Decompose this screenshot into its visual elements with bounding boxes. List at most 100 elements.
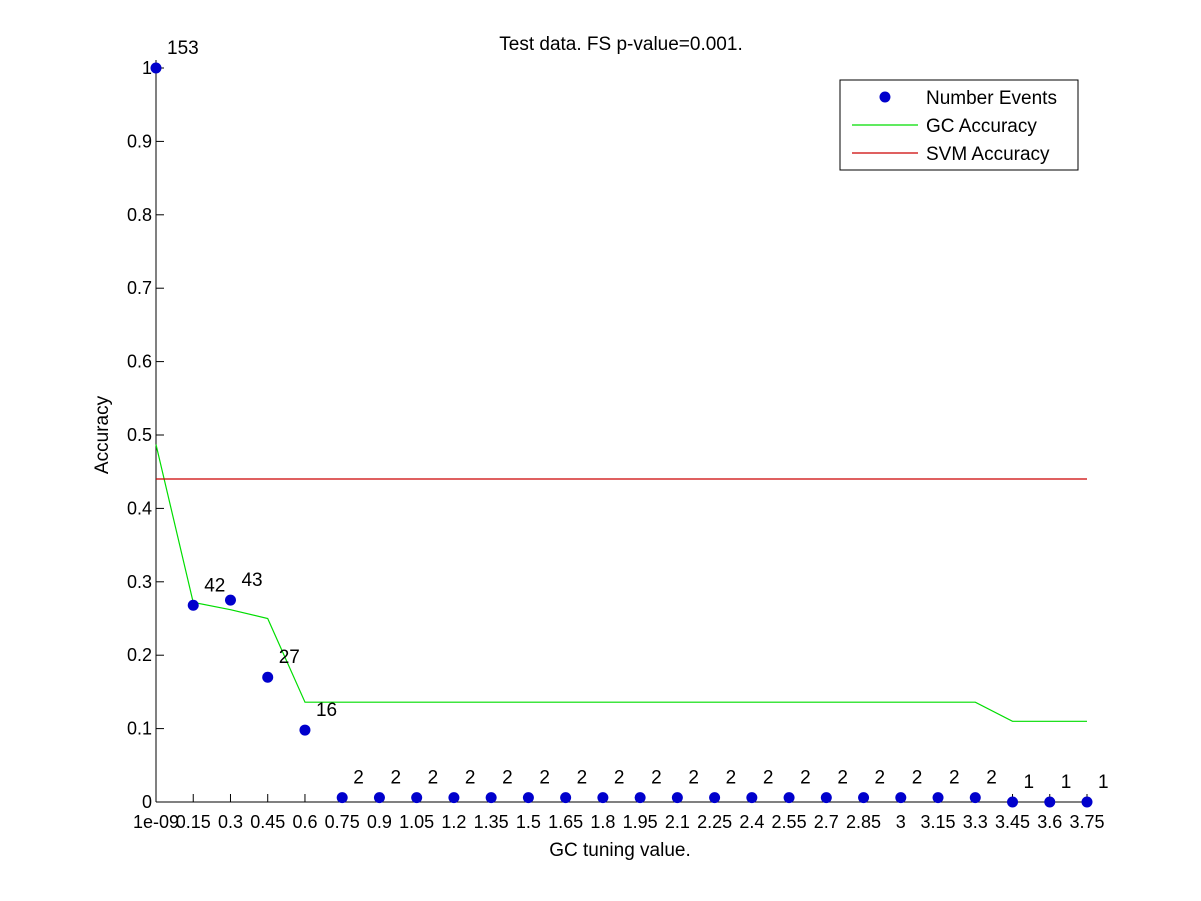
x-tick-label: 3.15 bbox=[921, 812, 956, 832]
data-point bbox=[783, 792, 795, 804]
data-point bbox=[597, 792, 609, 804]
data-point bbox=[560, 792, 572, 804]
y-tick-label: 0.3 bbox=[127, 572, 152, 592]
x-tick-label: 2.4 bbox=[739, 812, 764, 832]
data-label: 2 bbox=[614, 768, 625, 789]
x-tick-label: 1.5 bbox=[516, 812, 541, 832]
x-tick-label: 2.55 bbox=[772, 812, 807, 832]
legend-label-svm-accuracy: SVM Accuracy bbox=[926, 144, 1050, 165]
data-label: 42 bbox=[204, 575, 225, 596]
data-point bbox=[224, 594, 236, 606]
data-point bbox=[485, 792, 497, 804]
x-tick-label: 1.95 bbox=[623, 812, 658, 832]
data-label: 2 bbox=[390, 768, 401, 789]
y-tick-label: 0.2 bbox=[127, 645, 152, 665]
gc-accuracy-line bbox=[155, 444, 1087, 722]
y-tick-label: 0.7 bbox=[127, 278, 152, 298]
x-tick-label: 1.05 bbox=[399, 812, 434, 832]
data-label: 2 bbox=[726, 768, 737, 789]
y-tick-label: 0 bbox=[142, 792, 152, 812]
data-point bbox=[1081, 796, 1093, 808]
x-tick-label: 1.35 bbox=[474, 812, 509, 832]
data-label: 2 bbox=[800, 768, 811, 789]
data-point bbox=[969, 792, 981, 804]
y-tick-label: 0.9 bbox=[127, 131, 152, 151]
data-point bbox=[746, 792, 758, 804]
data-point bbox=[709, 792, 721, 804]
data-point bbox=[634, 792, 646, 804]
data-label: 2 bbox=[651, 768, 662, 789]
data-point bbox=[858, 792, 870, 804]
data-label: 2 bbox=[949, 768, 960, 789]
data-label: 2 bbox=[688, 768, 699, 789]
data-point bbox=[1007, 796, 1019, 808]
data-point bbox=[671, 792, 683, 804]
data-label: 2 bbox=[428, 768, 439, 789]
x-tick-label: 2.1 bbox=[665, 812, 690, 832]
data-label: 2 bbox=[986, 768, 997, 789]
x-tick-label: 0.6 bbox=[292, 812, 317, 832]
data-point bbox=[187, 599, 199, 611]
scatter-points bbox=[150, 62, 1093, 808]
x-tick-label: 3.3 bbox=[963, 812, 988, 832]
x-tick-label: 3.6 bbox=[1037, 812, 1062, 832]
data-point bbox=[932, 792, 944, 804]
data-point bbox=[820, 792, 832, 804]
data-label: 2 bbox=[539, 768, 550, 789]
x-tick-label: 3.45 bbox=[995, 812, 1030, 832]
data-label: 2 bbox=[875, 768, 886, 789]
data-label: 1 bbox=[1024, 772, 1035, 793]
x-tick-label: 0.9 bbox=[367, 812, 392, 832]
x-tick-label: 0.45 bbox=[250, 812, 285, 832]
series-lines bbox=[155, 444, 1087, 722]
data-point bbox=[262, 671, 274, 683]
data-label: 16 bbox=[316, 700, 337, 721]
x-tick-label: 0.3 bbox=[218, 812, 243, 832]
data-point bbox=[336, 792, 348, 804]
legend-label-gc-accuracy: GC Accuracy bbox=[926, 116, 1037, 137]
data-label: 2 bbox=[502, 768, 513, 789]
data-label: 1 bbox=[1061, 772, 1072, 793]
data-label: 2 bbox=[353, 768, 364, 789]
x-tick-label: 2.25 bbox=[697, 812, 732, 832]
data-point bbox=[299, 724, 311, 736]
x-tick-label: 0.75 bbox=[325, 812, 360, 832]
x-tick-label: 2.85 bbox=[846, 812, 881, 832]
x-tick-label: 1.65 bbox=[548, 812, 583, 832]
x-axis: 1e-090.15 0.3 0.45 0.6 0.75 0.9 1.05 1.2 1.35 1.5… bbox=[133, 794, 1105, 832]
data-point bbox=[448, 792, 460, 804]
x-tick-label: 0.15 bbox=[176, 812, 211, 832]
data-point bbox=[150, 62, 162, 74]
y-tick-label: 0.5 bbox=[127, 425, 152, 445]
data-label: 2 bbox=[465, 768, 476, 789]
chart-title: Test data. FS p-value=0.001. bbox=[499, 34, 742, 55]
data-labels: 153 42 43 27 16 2 2 2 2 2 2 2 2 2 2 2 2 2 2 2 2 2 2 1 1 1 bbox=[167, 38, 1109, 793]
x-tick-label: 1e-09 bbox=[133, 812, 179, 832]
y-tick-label: 0.6 bbox=[127, 352, 152, 372]
x-axis-label: GC tuning value. bbox=[549, 840, 691, 861]
data-label: 1 bbox=[1098, 772, 1109, 793]
x-tick-label: 1.8 bbox=[590, 812, 615, 832]
y-axis: 0 0.1 0.2 0.3 0.4 0.5 0.6 0.7 0.8 0.9 1 bbox=[127, 58, 164, 812]
plot-area bbox=[155, 60, 1087, 803]
data-label: 2 bbox=[837, 768, 848, 789]
data-point bbox=[1044, 796, 1056, 808]
x-tick-label: 3 bbox=[896, 812, 906, 832]
data-point bbox=[522, 792, 534, 804]
y-tick-label: 1 bbox=[142, 58, 152, 78]
legend: Number Events GC Accuracy SVM Accuracy bbox=[839, 79, 1079, 171]
data-label: 2 bbox=[912, 768, 923, 789]
x-tick-label: 2.7 bbox=[814, 812, 839, 832]
data-label: 2 bbox=[763, 768, 774, 789]
x-tick-label: 1.2 bbox=[441, 812, 466, 832]
data-point bbox=[411, 792, 423, 804]
legend-label-number-events: Number Events bbox=[926, 88, 1057, 109]
y-tick-label: 0.4 bbox=[127, 498, 152, 518]
data-point bbox=[373, 792, 385, 804]
data-label: 27 bbox=[279, 647, 300, 668]
data-point bbox=[895, 792, 907, 804]
data-label: 153 bbox=[167, 38, 199, 59]
x-tick-label: 3.75 bbox=[1069, 812, 1104, 832]
y-axis-label: Accuracy bbox=[92, 395, 113, 474]
